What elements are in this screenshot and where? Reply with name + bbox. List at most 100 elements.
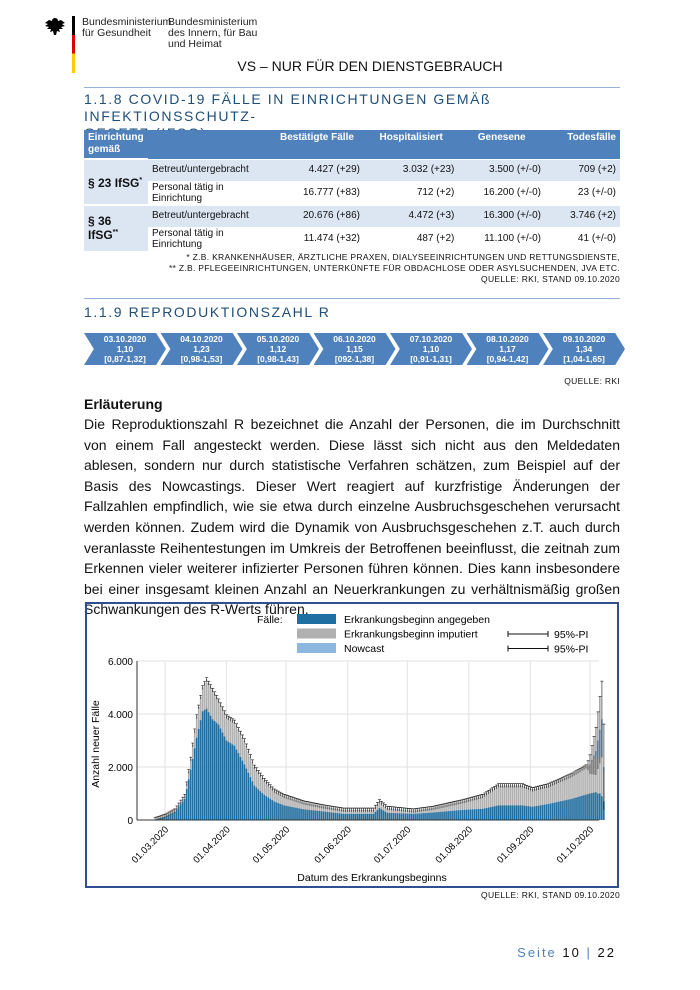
bar-reported: [589, 793, 591, 820]
x-tick-label: 01.08.2020: [434, 824, 475, 865]
bar-imputed: [571, 774, 573, 820]
bar-imputed: [587, 765, 589, 820]
bar-reported: [426, 812, 428, 820]
group-label: § 36 IfSG**: [84, 204, 148, 251]
bar-reported: [561, 801, 563, 820]
bar-reported: [164, 816, 166, 820]
legend-swatch: [297, 643, 336, 653]
pi-legend-label: 95%-PI: [554, 629, 588, 641]
bar-imputed: [553, 782, 555, 820]
bar-reported: [402, 813, 405, 820]
bar-reported: [591, 793, 593, 820]
bar-reported: [424, 813, 426, 820]
bar-reported: [328, 812, 331, 820]
bar-reported: [340, 813, 343, 820]
pi-legend-label: 95%-PI: [554, 644, 588, 656]
r-value-chevron: 08.10.2020 1,17 [0,94-1,42]: [466, 333, 549, 365]
bar-reported: [249, 777, 252, 820]
bar-imputed: [531, 789, 534, 820]
bar-reported: [452, 810, 454, 820]
bar-reported: [420, 813, 422, 820]
bar-imputed: [521, 785, 524, 820]
bar-reported: [315, 810, 317, 820]
bar-reported: [491, 806, 494, 820]
bar-reported: [601, 796, 603, 820]
bar-imputed: [539, 787, 542, 820]
ministry-interior: Bundesministerium des Innern, für Bau und …: [168, 16, 258, 50]
bar-reported: [354, 813, 357, 820]
bar-reported: [569, 799, 571, 820]
bar-reported: [503, 805, 506, 820]
bar-reported: [567, 799, 569, 820]
bar-imputed: [545, 786, 548, 820]
bar-reported: [446, 811, 448, 820]
bar-reported: [521, 805, 524, 820]
bar-reported: [460, 810, 462, 820]
bar-reported: [495, 805, 498, 820]
col-header: Genesene: [458, 130, 545, 159]
bar-reported: [537, 805, 540, 820]
bar-reported: [178, 806, 180, 820]
bar-reported: [263, 794, 265, 820]
bar-imputed: [487, 792, 490, 820]
bar-reported: [174, 812, 176, 820]
bar-reported: [187, 779, 190, 820]
bar-reported: [603, 801, 605, 820]
bar-reported: [430, 812, 432, 820]
bar-reported: [497, 805, 500, 820]
bar-reported: [418, 813, 420, 820]
bar-reported: [179, 804, 182, 820]
x-tick-label: 01.05.2020: [251, 824, 292, 865]
bar-imputed: [485, 793, 488, 820]
bar-imputed: [523, 786, 526, 820]
bar-reported: [360, 813, 363, 820]
table-cell: 16.300 (+/-0): [458, 204, 545, 226]
group-label: § 23 IfSG*: [84, 158, 148, 205]
bar-reported: [211, 719, 214, 820]
bar-reported: [487, 807, 490, 820]
bar-reported: [541, 805, 544, 820]
bar-reported: [185, 789, 188, 820]
bar-reported: [313, 810, 315, 820]
bar-reported: [489, 807, 492, 820]
bar-reported: [243, 764, 246, 820]
bar-reported: [320, 811, 323, 820]
y-tick-label: 0: [127, 816, 133, 827]
r-value-chevron: 03.10.2020 1,10 [0,87-1,32]: [84, 333, 166, 365]
r-value-chevron: 06.10.2020 1,15 [092-1,38]: [313, 333, 396, 365]
bar-reported: [386, 812, 389, 820]
bar-reported: [261, 792, 264, 820]
bar-reported: [162, 817, 164, 820]
bar-reported: [273, 801, 275, 820]
bar-imputed: [507, 785, 510, 820]
bar-imputed: [597, 740, 599, 820]
bar-reported: [493, 806, 496, 820]
bar-reported: [555, 802, 557, 820]
bar-reported: [225, 740, 228, 820]
bar-reported: [217, 724, 220, 820]
legend-title: Fälle:: [257, 614, 283, 626]
bar-reported: [199, 720, 202, 820]
bar-reported: [181, 801, 184, 820]
bar-reported: [346, 813, 349, 820]
bar-reported: [376, 810, 379, 820]
bar-reported: [237, 753, 240, 820]
bar-imputed: [513, 785, 516, 820]
bar-reported: [207, 712, 210, 820]
bar-reported: [229, 743, 232, 820]
bar-reported: [563, 800, 565, 820]
bar-reported: [209, 715, 212, 820]
bar-reported: [448, 811, 450, 820]
table-cell: 709 (+2): [545, 158, 620, 180]
bar-reported: [297, 808, 299, 820]
bar-reported: [462, 809, 464, 820]
bar-imputed: [547, 785, 549, 820]
r-value-chevron: 07.10.2020 1,10 [0,91-1,31]: [390, 333, 472, 365]
bar-reported: [372, 813, 375, 820]
bar-imputed: [479, 796, 482, 820]
bar-imputed: [549, 784, 551, 820]
bar-reported: [450, 810, 452, 820]
bar-reported: [414, 813, 416, 820]
bar-imputed: [577, 771, 579, 820]
bar-reported: [241, 760, 244, 820]
